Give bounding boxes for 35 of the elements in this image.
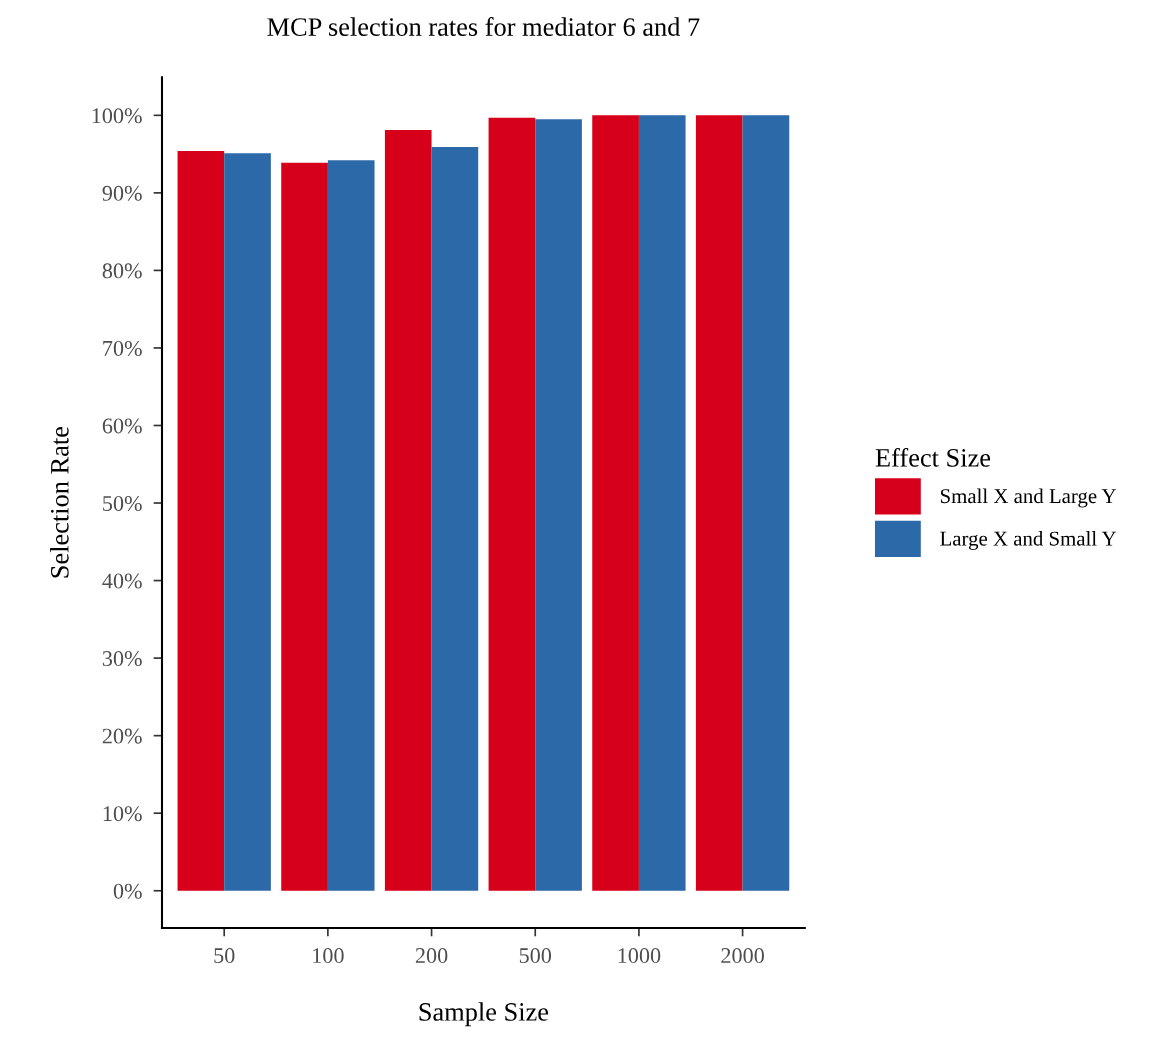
bar	[431, 147, 479, 891]
y-tick-label: 90%	[102, 185, 142, 201]
y-tick-label: 0%	[113, 883, 142, 899]
y-tick-label: 60%	[102, 418, 142, 434]
legend-title: Effect Size	[875, 447, 991, 467]
y-tick-label: 80%	[102, 263, 142, 279]
bar	[638, 115, 686, 891]
legend-label: Large X and Small Y	[940, 530, 1117, 550]
bar	[535, 119, 582, 891]
x-tick-label: 500	[519, 948, 552, 964]
x-tick-label: 100	[313, 948, 344, 964]
y-tick-label: 20%	[102, 728, 142, 744]
y-tick-label: 70%	[103, 340, 142, 356]
y-tick-label: 40%	[102, 573, 142, 589]
x-tick-label: 50	[214, 948, 235, 964]
bar	[488, 117, 536, 891]
y-tick-label: 50%	[103, 495, 142, 512]
x-tick-label: 1000	[618, 948, 661, 964]
legend-label: Small X and Large Y	[940, 488, 1117, 508]
x-tick-label: 2000	[721, 948, 764, 964]
bar	[384, 130, 432, 891]
chart-title: MCP selection rates for mediator 6 and 7	[267, 17, 700, 36]
bar	[742, 115, 790, 891]
y-tick-label: 10%	[103, 806, 142, 822]
x-tick-label: 200	[415, 948, 448, 964]
bar	[224, 153, 271, 891]
x-axis-title: Sample Size	[419, 1002, 549, 1027]
bar	[281, 162, 328, 891]
bar	[695, 115, 743, 891]
bar	[177, 150, 225, 891]
y-axis-title: Selection Rate	[50, 426, 69, 578]
bar	[327, 160, 375, 891]
y-tick-label: 100%	[92, 108, 142, 124]
y-tick-label: 30%	[102, 651, 142, 667]
bar	[592, 115, 639, 891]
